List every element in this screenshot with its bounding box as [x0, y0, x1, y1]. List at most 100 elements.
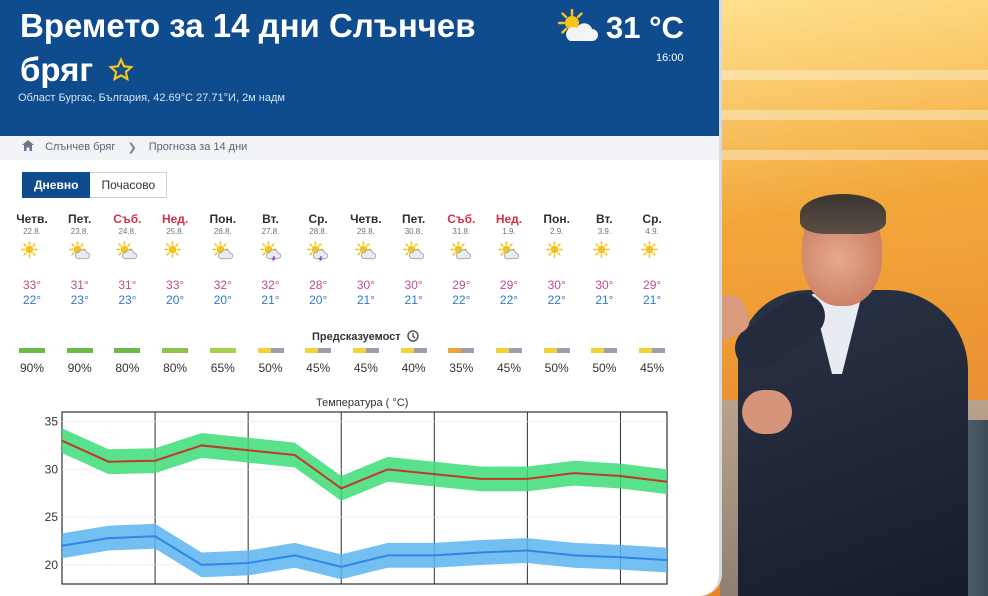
day-name: Вт.: [262, 212, 279, 226]
predictability-value: 45%: [496, 361, 522, 375]
min-temperature: 21°: [643, 293, 662, 307]
temperature-line-min: [61, 535, 668, 568]
predictability-value: 50%: [592, 361, 617, 375]
predictability-value: 80%: [115, 361, 140, 375]
forecast-day[interactable]: Съб. 31.8. 29° 22°: [434, 212, 488, 307]
presenter-hair: [800, 194, 886, 234]
min-temperature: 23°: [118, 293, 137, 307]
max-temperature: 30°: [404, 278, 423, 292]
predictability-item: 80%: [148, 348, 202, 375]
y-tick-label: 35: [45, 415, 59, 429]
day-name: Пон.: [209, 212, 237, 226]
day-name: Ср.: [308, 212, 328, 226]
predictability-bar: [209, 348, 236, 353]
forecast-day[interactable]: Четв. 22.8. 33° 22°: [5, 212, 59, 307]
day-name: Нед.: [495, 212, 523, 226]
max-temperature: 29°: [452, 278, 471, 292]
predictability-value: 50%: [544, 361, 569, 375]
presenter: [688, 190, 980, 596]
day-name: Ср.: [642, 212, 662, 226]
view-tabs: Дневно Почасово: [22, 172, 168, 198]
predictability-bar: [543, 348, 570, 353]
day-date: 30.8.: [404, 227, 423, 236]
predictability-bar: [591, 348, 618, 353]
predictability-heading: Предсказуемост: [312, 330, 419, 343]
sun-cloud-icon: [211, 241, 233, 260]
predictability-item: 45%: [482, 348, 536, 375]
sun-cloud-icon: [68, 241, 90, 260]
day-name: Пет.: [68, 212, 92, 226]
forecast-day[interactable]: Вт. 27.8. 32° 21°: [244, 212, 298, 307]
min-temperature: 23°: [70, 293, 89, 307]
predictability-item: 80%: [100, 348, 154, 375]
forecast-day[interactable]: Нед. 25.8. 33° 20°: [148, 212, 202, 307]
predictability-value: 50%: [258, 361, 283, 375]
page-header: Времето за 14 дни Слънчев бряг Област Бу…: [0, 0, 719, 136]
day-name: Съб.: [447, 212, 476, 226]
predictability-item: 90%: [53, 348, 107, 375]
forecast-day[interactable]: Ср. 4.9. 29° 21°: [625, 212, 679, 307]
predictability-item: 40%: [387, 348, 441, 375]
predictability-bar: [19, 348, 45, 353]
day-date: 25.8.: [166, 227, 184, 236]
predictability-item: 45%: [291, 348, 345, 375]
max-temperature: 29°: [499, 278, 519, 292]
page-title: Времето за 14 дни Слънчев бряг: [20, 4, 540, 92]
min-temperature: 22°: [547, 293, 566, 307]
predictability-item: 45%: [339, 348, 393, 375]
predictability-bar: [66, 348, 93, 353]
forecast-day[interactable]: Четв. 29.8. 30° 21°: [339, 212, 393, 307]
home-icon[interactable]: [22, 140, 34, 151]
day-date: 3.9.: [597, 227, 612, 236]
forecast-day[interactable]: Съб. 24.8. 31° 23°: [100, 212, 154, 307]
day-date: 23.8.: [70, 227, 89, 236]
tab-daily[interactable]: Дневно: [22, 172, 91, 198]
predictability-value: 40%: [401, 361, 426, 375]
sun-cloud-icon: [557, 8, 598, 41]
current-temperature: 31 °C: [606, 10, 684, 45]
forecast-day[interactable]: Ср. 28.8. 28° 20°: [291, 212, 345, 307]
max-temperature: 32°: [261, 278, 280, 292]
y-tick-label: 25: [45, 510, 59, 524]
backdrop-stripe: [720, 150, 988, 160]
max-temperature: 31°: [70, 278, 89, 292]
predictability-bar: [114, 348, 141, 353]
forecast-day[interactable]: Пон. 26.8. 32° 20°: [196, 212, 250, 307]
title-line-1: Времето за 14 дни Слънчев: [20, 7, 476, 44]
day-date: 26.8.: [213, 227, 232, 236]
breadcrumb-home-link[interactable]: Слънчев бряг: [45, 141, 116, 154]
predictability-item: 45%: [625, 348, 679, 375]
day-name: Четв.: [350, 212, 382, 226]
max-temperature: 33°: [166, 278, 185, 292]
forecast-day[interactable]: Вт. 3.9. 30° 21°: [577, 212, 631, 307]
weather-panel: Времето за 14 дни Слънчев бряг Област Бу…: [0, 0, 722, 596]
day-name: Нед.: [161, 212, 189, 226]
day-date: 22.8.: [23, 227, 41, 236]
min-temperature: 21°: [595, 293, 614, 307]
min-temperature: 21°: [261, 293, 280, 307]
predictability-item: 35%: [434, 348, 488, 375]
forecast-day[interactable]: Пет. 23.8. 31° 23°: [53, 212, 107, 307]
breadcrumb: Слънчев бряг ❯ Прогноза за 14 дни: [0, 136, 719, 160]
forecast-day[interactable]: Нед. 1.9. 29° 22°: [482, 212, 536, 307]
info-circle-icon[interactable]: [406, 330, 419, 342]
max-temperature: 31°: [118, 278, 137, 292]
location-subtitle: Област Бургас, България, 42.69°С 27.71°И…: [18, 92, 285, 104]
forecast-day[interactable]: Пет. 30.8. 30° 21°: [387, 212, 441, 307]
predictability-bar: [448, 348, 475, 353]
predictability-bar: [162, 348, 189, 353]
max-temperature: 30°: [356, 278, 375, 292]
day-date: 28.8.: [309, 227, 328, 236]
backdrop-stripe: [720, 70, 988, 80]
temperature-chart: 35 30 25 20: [45, 411, 668, 585]
favorite-star-icon[interactable]: [108, 57, 134, 83]
sun-storm-icon: [307, 241, 329, 263]
predictability-item: 90%: [5, 348, 59, 375]
sun-cloud-icon: [402, 241, 424, 260]
day-date: 2.9.: [550, 227, 564, 236]
forecast-day[interactable]: Пон. 2.9. 30° 22°: [530, 212, 584, 307]
tab-hourly[interactable]: Почасово: [90, 172, 168, 198]
max-temperature: 30°: [595, 278, 614, 292]
max-temperature: 33°: [22, 278, 42, 292]
presenter-hand-lower: [742, 390, 792, 434]
